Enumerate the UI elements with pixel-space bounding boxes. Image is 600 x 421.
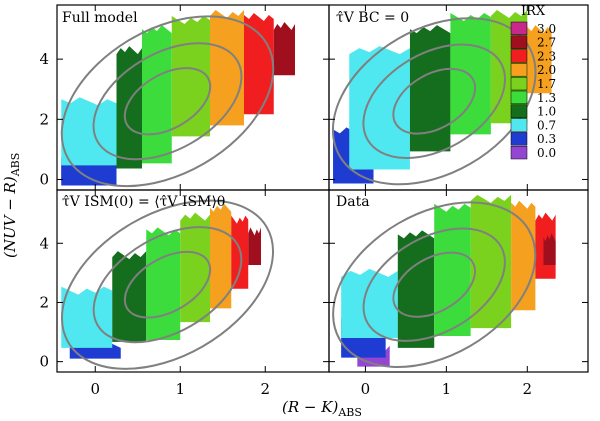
density-contour xyxy=(60,199,275,370)
panels-layer xyxy=(60,10,556,370)
legend-title: IRX xyxy=(521,4,546,19)
x-tick-label: 2 xyxy=(260,380,270,398)
x-tick-label: 0 xyxy=(90,380,100,398)
irx-band-0-7 xyxy=(349,46,410,170)
irx-band-2-7 xyxy=(543,233,556,266)
panel-frame xyxy=(328,189,589,373)
density-contour xyxy=(362,43,507,159)
irx-band-1-0 xyxy=(409,25,451,152)
y-tick-label: 2 xyxy=(39,293,49,311)
y-axis-label-main: (NUV − R) xyxy=(1,176,19,258)
legend-swatch xyxy=(510,35,528,49)
y-axis-label-sub: ABS xyxy=(9,153,22,178)
frames-layer xyxy=(56,4,589,373)
legend-swatch xyxy=(510,132,528,146)
x-axis-label: (R − K)ABS xyxy=(282,398,362,419)
legend-label: 0.0 xyxy=(537,146,556,160)
irx-band-2-7 xyxy=(248,227,261,265)
density-contour xyxy=(92,42,243,161)
ticks-layer: 0 2 4 0 1 2 0 2 4 0 1 2 xyxy=(39,5,588,398)
legend-label: 1.7 xyxy=(537,77,556,91)
legend-label: 0.7 xyxy=(537,118,556,132)
irx-band-1-3 xyxy=(146,227,181,340)
legend-swatch xyxy=(510,104,528,118)
irx-band-2-7 xyxy=(273,22,295,76)
density-contour xyxy=(92,226,243,344)
legend-swatch xyxy=(510,90,528,105)
panel-4 xyxy=(332,194,556,368)
irx-band-1-0 xyxy=(116,46,142,169)
legend-label: 1.0 xyxy=(537,105,556,119)
legend-swatch xyxy=(510,21,528,36)
x-axis-label-main: (R − K) xyxy=(282,398,338,416)
panel-3-bands xyxy=(60,199,275,370)
density-contour xyxy=(331,17,537,186)
x-tick-label: 1 xyxy=(175,380,185,398)
irx-legend: IRX 3.02.72.32.01.71.31.00.70.30.0 xyxy=(510,4,556,160)
legend-label: 2.3 xyxy=(537,49,556,63)
y-tick-label: 0 xyxy=(39,353,49,371)
irx-band-1-3 xyxy=(434,203,471,336)
irx-band-2-0 xyxy=(527,25,552,94)
y-axis-label: (NUV − R)ABS xyxy=(1,153,22,258)
irx-band-1-7 xyxy=(180,212,210,323)
legend-label: 0.3 xyxy=(537,132,556,146)
x-axis-label-sub: ABS xyxy=(337,406,362,419)
panel-title-ism: τ̂V ISM(0) = ⟨τ̂V ISM⟩θ xyxy=(62,194,225,210)
irx-band-1-3 xyxy=(142,25,172,164)
legend-swatch xyxy=(510,49,528,63)
density-contour xyxy=(123,67,212,136)
panel-1 xyxy=(60,10,295,188)
panel-title-full-model: Full model xyxy=(62,10,138,26)
irx-band-1-3 xyxy=(450,13,491,135)
panel-1-bands xyxy=(60,10,295,188)
density-contour xyxy=(332,201,537,368)
x-tick-label: 1 xyxy=(442,380,452,398)
irx-band-0-7 xyxy=(61,97,117,166)
legend-items: 3.02.72.32.01.71.31.00.70.30.0 xyxy=(510,21,556,160)
legend-swatch xyxy=(510,118,528,132)
x-tick-label: 2 xyxy=(523,380,533,398)
density-contour xyxy=(362,227,506,342)
irx-band-1-7 xyxy=(171,16,210,137)
irx-band-2-0 xyxy=(210,203,232,309)
density-contour xyxy=(60,15,275,188)
irx-band-0-7 xyxy=(341,268,398,338)
panel-3 xyxy=(60,199,275,370)
density-contour xyxy=(392,67,477,135)
y-tick-label: 4 xyxy=(39,234,49,252)
x-tick-label: 0 xyxy=(361,380,371,398)
legend-label: 1.3 xyxy=(537,91,556,105)
irx-band-2-0 xyxy=(210,10,244,126)
y-tick-label: 2 xyxy=(39,110,49,128)
panel-title-data: Data xyxy=(336,194,370,210)
legend-swatch xyxy=(510,63,528,77)
legend-label: 2.7 xyxy=(537,36,556,50)
density-contour xyxy=(123,250,212,319)
legend-label: 2.0 xyxy=(537,63,556,77)
y-tick-label: 0 xyxy=(39,170,49,188)
irx-band-1-7 xyxy=(470,194,512,329)
panel-title-bc-zero: τ̂V BC = 0 xyxy=(336,10,409,26)
irx-band-0-7 xyxy=(61,286,113,348)
panel-4-bands xyxy=(332,194,556,368)
legend-swatch xyxy=(510,145,528,160)
density-contour xyxy=(392,251,477,318)
y-tick-label: 4 xyxy=(39,50,49,68)
legend-swatch xyxy=(510,76,528,91)
irx-band-2-3 xyxy=(244,13,274,115)
legend-label: 3.0 xyxy=(537,22,556,36)
